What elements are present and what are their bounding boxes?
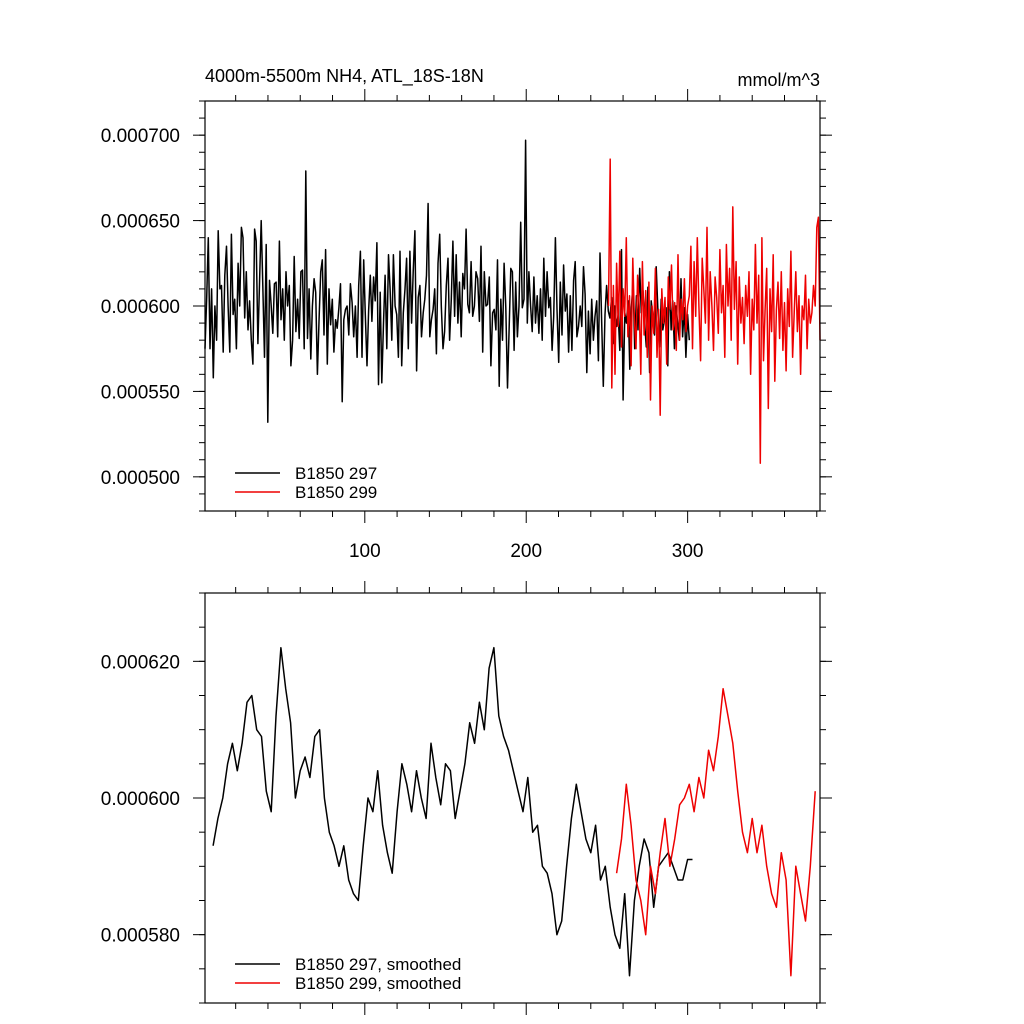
top-data-series xyxy=(204,139,821,464)
y-tick-label: 0.000600 xyxy=(101,789,180,810)
top-chart-panel: 4000m-5500m NH4, ATL_18S-18N mmol/m^3 0.… xyxy=(101,66,832,562)
bottom-plot-frame xyxy=(204,592,821,1004)
y-tick-label: 0.000600 xyxy=(101,297,180,318)
bottom-chart-panel: 0.000580 0.000600 0.000620 B1850 297, smoo… xyxy=(101,581,832,1015)
legend-label-2: B1850 299 xyxy=(295,483,377,502)
series-line-1 xyxy=(212,646,693,977)
y-tick-label: 0.000500 xyxy=(101,468,180,489)
top-axis-ticks xyxy=(193,89,832,523)
y-tick-label: 0.000580 xyxy=(101,926,180,947)
top-x-tick-labels: 100 200 300 xyxy=(349,541,704,562)
legend-label-2: B1850 299, smoothed xyxy=(295,974,461,993)
chart-title: 4000m-5500m NH4, ATL_18S-18N xyxy=(205,66,484,87)
x-tick-label: 300 xyxy=(672,541,704,562)
y-tick-label: 0.000650 xyxy=(101,212,180,233)
legend-label-1: B1850 297 xyxy=(295,464,377,483)
series-line-1 xyxy=(204,139,691,423)
top-y-tick-labels: 0.000500 0.000550 0.000600 0.000650 0.000700 xyxy=(101,126,180,489)
units-label: mmol/m^3 xyxy=(738,70,820,90)
x-tick-label: 200 xyxy=(510,541,542,562)
y-tick-label: 0.000550 xyxy=(101,382,180,403)
series-line-2 xyxy=(615,687,816,977)
series-line-2 xyxy=(607,158,821,464)
legend-label-1: B1850 297, smoothed xyxy=(295,955,461,974)
bottom-y-tick-labels: 0.000580 0.000600 0.000620 xyxy=(101,652,180,946)
x-tick-label: 100 xyxy=(349,541,381,562)
top-plot-frame xyxy=(204,100,821,512)
y-tick-label: 0.000700 xyxy=(101,126,180,147)
bottom-axis-ticks xyxy=(193,581,832,1015)
y-tick-label: 0.000620 xyxy=(101,652,180,673)
bottom-data-series xyxy=(212,646,816,977)
